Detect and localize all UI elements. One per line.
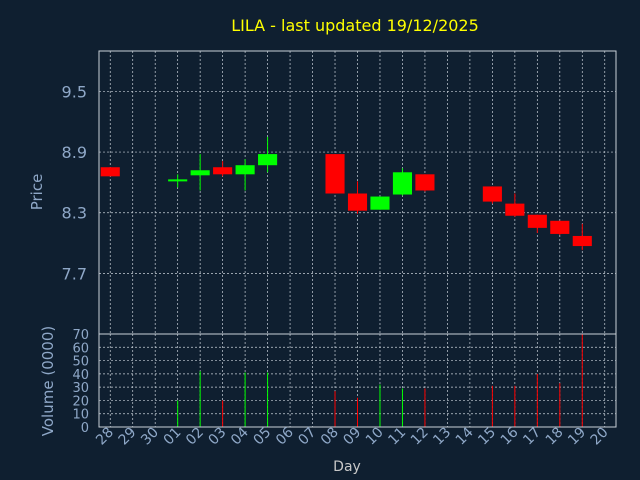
day-tick-label: 01: [161, 425, 185, 449]
day-tick-label: 14: [453, 424, 477, 448]
day-tick-label: 06: [273, 424, 297, 448]
day-tick-label: 11: [385, 425, 409, 449]
candle-body: [190, 170, 210, 176]
day-tick-label: 18: [543, 425, 567, 449]
price-tick-label: 9.5: [62, 82, 87, 101]
candle-body: [415, 174, 435, 191]
chart-title: LILA - last updated 19/12/2025: [231, 16, 479, 35]
candle-body: [347, 193, 368, 211]
day-tick-label: 15: [475, 425, 499, 449]
price-tick-label: 7.7: [62, 264, 87, 283]
candle-body: [325, 154, 345, 194]
volume-tick-label: 50: [72, 355, 89, 370]
price-axis-label: Price: [28, 174, 46, 211]
volume-tick-label: 70: [72, 328, 89, 343]
day-tick-label: 28: [93, 425, 117, 449]
candle-body: [482, 186, 502, 202]
volume-frame: [98, 333, 617, 428]
day-axis-label: Day: [333, 459, 361, 475]
day-tick-label: 03: [206, 425, 230, 449]
volume-tick-label: 0: [81, 421, 89, 436]
day-tick-label: 20: [588, 425, 612, 449]
candle-body: [370, 196, 390, 210]
candle-body: [392, 172, 413, 195]
candle-body: [258, 154, 278, 166]
day-tick-label: 13: [430, 425, 454, 449]
volume-tick-label: 40: [72, 368, 89, 383]
day-tick-label: 10: [363, 425, 387, 449]
day-axis-ticks: 2829300102030405060708091011121314151617…: [93, 424, 611, 448]
volume-axis-label: Volume (0000): [39, 326, 57, 436]
candle-body: [550, 220, 570, 234]
volume-tick-label: 30: [72, 381, 89, 396]
candle-body: [527, 214, 547, 228]
day-tick-label: 19: [565, 425, 589, 449]
price-tick-label: 8.3: [62, 204, 87, 223]
volume-tick-label: 20: [72, 394, 89, 409]
day-tick-label: 04: [228, 424, 252, 448]
candle-body: [235, 165, 255, 175]
candle-body: [100, 167, 120, 177]
day-tick-label: 29: [116, 425, 140, 449]
candle-body: [213, 167, 233, 175]
price-tick-label: 8.9: [62, 143, 87, 162]
day-tick-label: 09: [340, 425, 364, 449]
volume-tick-label: 60: [72, 341, 89, 356]
candle-body: [572, 235, 592, 247]
day-tick-label: 07: [295, 425, 319, 449]
day-tick-label: 05: [250, 425, 274, 449]
day-tick-label: 08: [318, 425, 342, 449]
volume-tick-label: 10: [72, 408, 89, 423]
candle-body: [505, 203, 525, 216]
day-tick-label: 16: [498, 424, 522, 448]
day-tick-label: 12: [408, 425, 432, 449]
price-panel: 7.7 8.3 8.9 9.5: [62, 50, 617, 335]
day-tick-label: 30: [138, 425, 162, 449]
candle-body: [168, 179, 188, 182]
day-tick-label: 17: [520, 425, 544, 449]
day-tick-label: 02: [183, 425, 207, 449]
